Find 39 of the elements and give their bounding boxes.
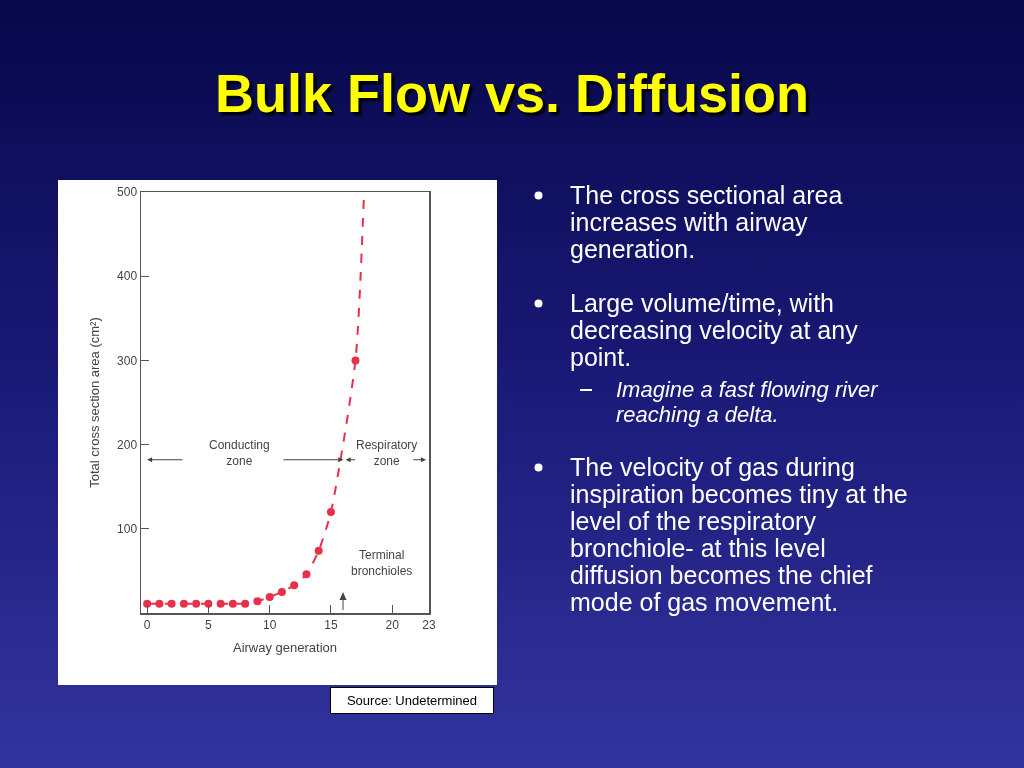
- point: [192, 599, 201, 608]
- source-note: Source: Undetermined: [330, 687, 494, 714]
- text: Imagine a fast flowing river reaching a delta.: [616, 377, 878, 427]
- text: Large volume/time, with decreasing velocity at any point.: [570, 289, 858, 371]
- chart-title: Bulk Flow vs. Diffusion: [214, 62, 810, 124]
- x-tick-label: 23: [422, 617, 436, 632]
- y-tick-label: 100: [117, 522, 138, 536]
- point: [143, 599, 152, 608]
- point: [155, 599, 164, 608]
- text: The cross sectional area increases with airway generation.: [570, 181, 843, 263]
- point: [351, 356, 360, 365]
- point: [253, 597, 262, 606]
- x-tick-label: 20: [385, 617, 400, 632]
- x-tick-label: 0: [143, 617, 151, 632]
- point: [314, 546, 323, 555]
- y-tick-label: 400: [117, 269, 138, 284]
- y-tick-label: 300: [117, 353, 138, 368]
- point: [277, 587, 286, 596]
- y-tick-label: 200: [117, 437, 138, 452]
- annotation: Respiratory zone: [356, 438, 418, 468]
- x-tick-label: 5: [205, 617, 213, 632]
- point: [204, 599, 213, 608]
- annotation: Terminal bronchioles: [351, 548, 413, 578]
- point: [290, 581, 299, 590]
- point: [302, 570, 311, 579]
- point: [228, 599, 237, 608]
- point: [216, 599, 225, 608]
- point: [179, 599, 188, 608]
- point: [167, 599, 176, 608]
- x-tick-label: 15: [324, 617, 338, 632]
- point: [241, 599, 250, 608]
- x-tick-label: 10: [263, 617, 277, 632]
- y-tick-label: 500: [117, 185, 138, 200]
- point: [265, 593, 274, 601]
- annotation: Conducting zone: [209, 438, 270, 468]
- point: [326, 507, 335, 516]
- y-axis-title: Total cross section area (cm²): [87, 317, 103, 488]
- x-axis-title: Airway generation: [232, 640, 338, 656]
- text: The velocity of gas during inspiration becomes tiny at the level of the respiratory bronchiole- at this level diffusion becomes the chief mode of gas movement.: [570, 453, 908, 616]
